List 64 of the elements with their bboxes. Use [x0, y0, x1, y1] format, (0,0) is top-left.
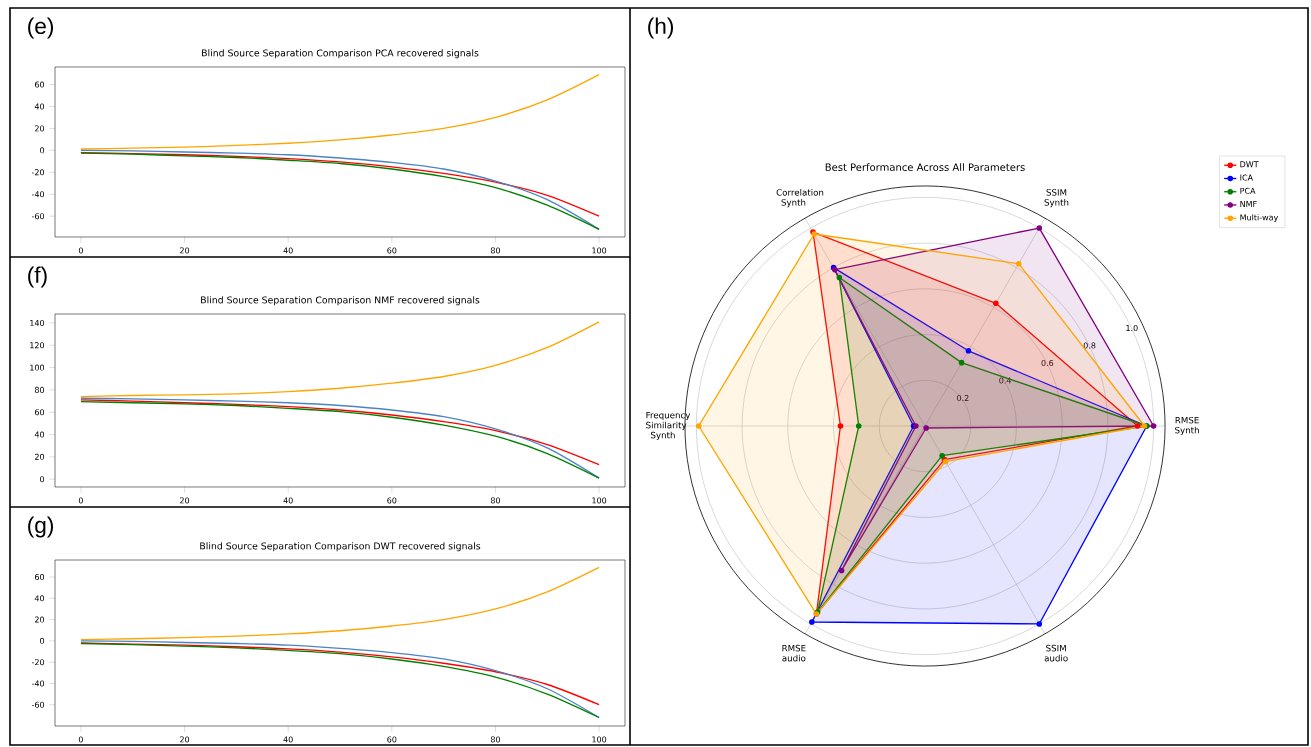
legend-label: PCA [1240, 187, 1256, 194]
y-tick-label: 0.2 [957, 394, 969, 402]
x-tick-label: 100 [592, 497, 607, 504]
spoke-label: Correlation Synth [776, 188, 824, 208]
x-tick-label: 60 [387, 497, 397, 504]
x-tick-label: 100 [592, 247, 607, 254]
y-tick-label: 120 [30, 342, 45, 349]
x-tick-label: 40 [283, 247, 293, 254]
text: Best Performance Across All Parameters [825, 163, 1025, 171]
x-tick-label: 20 [180, 247, 190, 254]
y-tick-label: 60 [34, 574, 45, 581]
y-tick-label: 0 [40, 637, 45, 644]
y-tick-label: -20 [31, 169, 45, 176]
x-tick-label: 100 [592, 736, 607, 743]
y-tick-label: 60 [34, 81, 45, 88]
spoke-label: RMSE audio [782, 644, 806, 662]
x-tick-label: 60 [387, 736, 397, 743]
y-tick-label: 0.6 [1041, 359, 1054, 367]
y-tick-label: 40 [34, 103, 45, 110]
x-tick-label: 40 [283, 497, 293, 504]
legend-label: NMF [1240, 201, 1257, 207]
chart-title: Blind Source Separation Comparison DWT recovered signals [200, 542, 481, 552]
y-tick-label: 0.8 [1083, 342, 1096, 349]
legend-label: DWT [1240, 161, 1259, 168]
y-tick-label: -20 [31, 659, 45, 666]
text: (f) [28, 266, 47, 288]
y-tick-label: 40 [34, 431, 45, 438]
x-tick-label: 40 [283, 736, 293, 743]
x-tick-label: 80 [490, 736, 501, 743]
x-tick-label: 20 [180, 497, 190, 504]
y-tick-label: 20 [35, 125, 45, 132]
y-tick-label: 80 [34, 386, 45, 393]
x-tick-label: 0 [78, 247, 83, 254]
y-tick-label: 0 [40, 147, 45, 154]
y-tick-label: 0 [40, 476, 45, 483]
y-tick-label: 1.0 [1126, 324, 1138, 332]
y-tick-label: 100 [30, 364, 45, 371]
y-tick-label: 140 [30, 319, 45, 326]
text: (e) [28, 17, 54, 39]
legend-label: Multi-way [1240, 214, 1279, 222]
x-tick-label: 60 [387, 247, 397, 254]
chart-title: Blind Source Separation Comparison NMF recovered signals [201, 296, 480, 306]
y-tick-label: 0.4 [999, 377, 1012, 384]
y-tick-label: -40 [31, 191, 45, 198]
y-tick-label: -60 [31, 213, 45, 220]
x-tick-label: 80 [490, 247, 501, 254]
y-tick-label: -60 [31, 701, 45, 708]
x-tick-label: 80 [490, 497, 501, 504]
x-tick-label: 0 [78, 497, 83, 504]
spoke-label: RMSE Synth [1175, 416, 1199, 436]
text: (h) [648, 17, 674, 39]
text: (g) [28, 516, 54, 538]
spoke-label: SSIM Synth [1044, 189, 1069, 208]
y-tick-label: -40 [31, 680, 45, 687]
chart-title: Blind Source Separation Comparison PCA recovered signals [202, 49, 479, 59]
x-tick-label: 0 [78, 736, 83, 743]
legend-label: ICA [1240, 174, 1254, 181]
spoke-label: SSIM audio [1044, 644, 1068, 662]
spoke-label: Frequency Similarity Synth [646, 411, 691, 441]
y-tick-label: 60 [34, 409, 45, 416]
y-tick-label: 40 [34, 595, 45, 602]
y-tick-label: 20 [35, 616, 45, 623]
y-tick-label: 20 [35, 453, 45, 460]
x-tick-label: 20 [180, 736, 190, 743]
